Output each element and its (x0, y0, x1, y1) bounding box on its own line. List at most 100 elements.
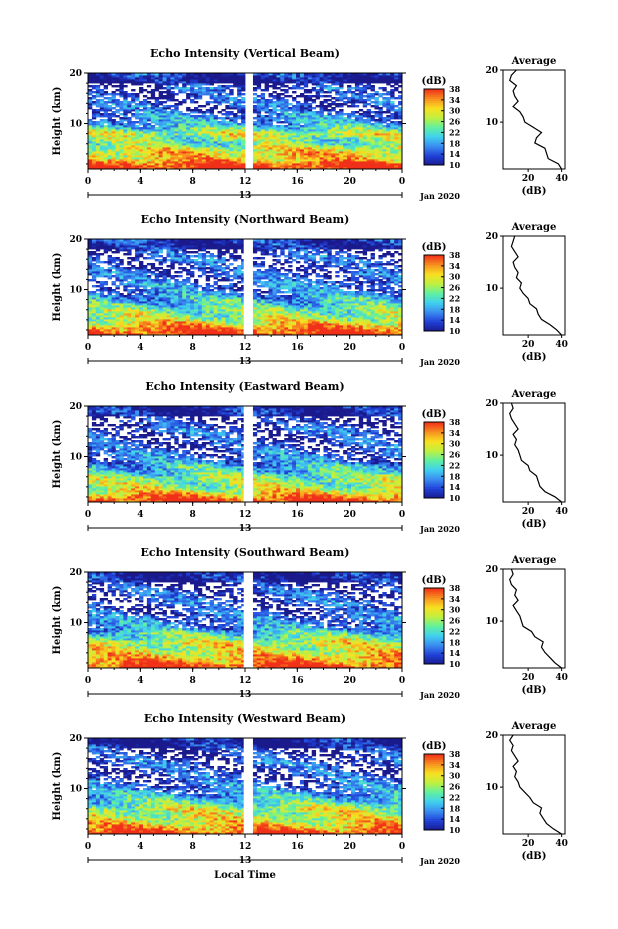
heatmap-cell (193, 133, 199, 136)
heatmap-cell (276, 147, 281, 150)
heatmap-cell (398, 135, 403, 138)
heatmap-cell (201, 125, 207, 128)
heatmap-cell (268, 153, 273, 156)
heatmap-cell (296, 105, 301, 108)
heatmap-cell (260, 157, 266, 160)
heatmap-cell (174, 119, 179, 122)
heatmap-cell (303, 145, 309, 148)
heatmap-cell (150, 153, 156, 156)
heatmap-cell (178, 151, 183, 154)
heatmap-cell (174, 147, 179, 150)
heatmap-cell (233, 143, 238, 146)
heatmap-cell (162, 121, 167, 124)
heatmap-cell (307, 109, 313, 112)
heatmap-cell (358, 117, 364, 120)
heatmap-cell (398, 155, 403, 158)
heatmap-cell (264, 141, 269, 144)
heatmap-cell (209, 137, 215, 140)
heatmap-cell (260, 295, 266, 298)
heatmap-cell (201, 149, 207, 152)
heatmap-cell (131, 159, 136, 162)
heatmap-cell (350, 167, 356, 170)
heatmap-cell (241, 149, 246, 152)
heatmap-cell (119, 137, 124, 140)
heatmap-cell (366, 149, 372, 152)
heatmap-cell (111, 165, 116, 168)
heatmap-cell (229, 131, 234, 134)
heatmap-cell (119, 155, 124, 158)
heatmap-cell (362, 123, 368, 126)
heatmap-cell (288, 129, 293, 132)
heatmap-cell (343, 103, 348, 106)
heatmap-cell (260, 89, 266, 92)
heatmap-cell (366, 153, 372, 156)
heatmap-cell (237, 155, 242, 158)
heatmap-cell (229, 129, 234, 132)
heatmap-cell (111, 167, 116, 170)
heatmap-cell (343, 141, 348, 144)
heatmap-cell (276, 103, 281, 106)
heatmap-cell (186, 87, 191, 90)
heatmap-cell (362, 99, 368, 102)
heatmap-cell (374, 91, 379, 94)
heatmap-cell (146, 139, 152, 142)
heatmap-cell (205, 139, 211, 142)
heatmap-cell (260, 107, 266, 110)
heatmap-cell (323, 151, 328, 154)
heatmap-cell (95, 111, 101, 114)
heatmap-cell (91, 109, 97, 112)
heatmap-cell (142, 129, 148, 132)
heatmap-cell (284, 107, 289, 110)
heatmap-cell (296, 111, 301, 114)
heatmap-cell (119, 157, 124, 160)
heatmap-cell (221, 85, 226, 88)
heatmap-cell (350, 129, 356, 132)
heatmap-cell (386, 131, 391, 134)
heatmap-cell (296, 155, 301, 158)
heatmap-cell (374, 151, 379, 154)
heatmap-cell (366, 103, 372, 106)
heatmap-cell (99, 159, 105, 162)
heatmap-cell (99, 163, 105, 166)
heatmap-cell (131, 157, 136, 160)
heatmap-cell (99, 135, 105, 138)
heatmap-cell (88, 165, 93, 168)
heatmap-cell (315, 127, 320, 130)
heatmap-cell (197, 137, 203, 140)
heatmap-cell (154, 157, 160, 160)
heatmap-cell (174, 145, 179, 148)
heatmap-cell (382, 157, 387, 160)
heatmap-cell (209, 153, 215, 156)
heatmap-cell (237, 145, 242, 148)
heatmap-cell (107, 141, 112, 144)
heatmap-cell (362, 141, 368, 144)
heatmap-cell (343, 149, 348, 152)
heatmap-cell (299, 167, 305, 170)
heatmap-cell (237, 167, 242, 170)
heatmap-cell (347, 113, 352, 116)
heatmap-cell (307, 145, 313, 148)
heatmap-cell (201, 135, 207, 138)
heatmap-cell (123, 103, 128, 106)
x-tick-label: 0 (399, 177, 405, 187)
heatmap-cell (288, 295, 293, 298)
heatmap-cell (288, 107, 293, 110)
heatmap-cell (197, 139, 203, 142)
heatmap-cell (398, 109, 403, 112)
heatmap-cell (296, 109, 301, 112)
heatmap-cell (394, 97, 399, 100)
heatmap-cell (193, 111, 199, 114)
heatmap-cell (170, 163, 175, 166)
heatmap-cell (315, 117, 320, 120)
panel-1: Echo Intensity (Vertical Beam)1020Height… (52, 47, 568, 201)
heatmap-cell (166, 153, 171, 156)
heatmap-cell (350, 141, 356, 144)
heatmap-cell (299, 93, 305, 96)
heatmap-cell (135, 147, 140, 150)
heatmap-cell (268, 93, 273, 96)
heatmap-cell (178, 167, 183, 170)
heatmap-cell (299, 137, 305, 140)
heatmap-cell (390, 131, 395, 134)
heatmap-cell (217, 101, 222, 104)
heatmap-cell (347, 123, 352, 126)
